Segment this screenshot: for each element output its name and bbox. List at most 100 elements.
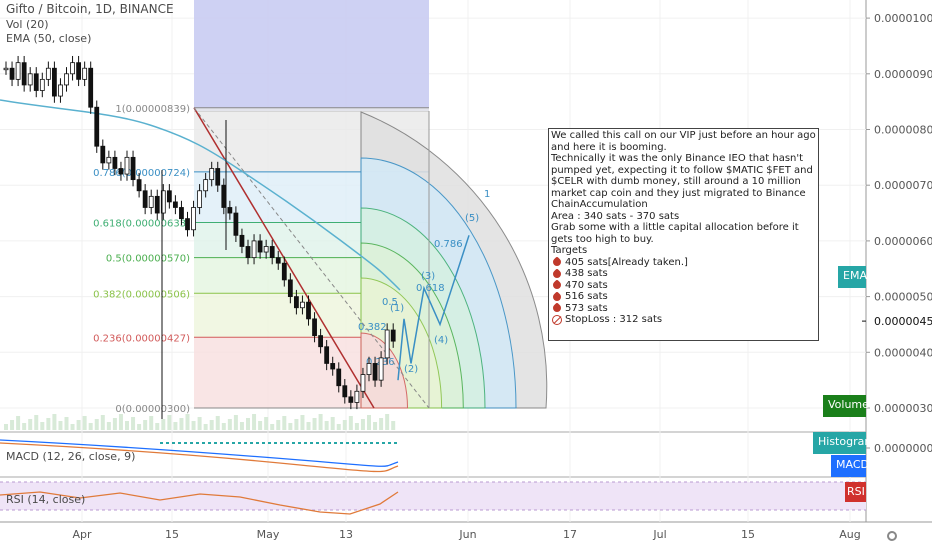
macd-histogram-bar <box>334 442 337 444</box>
price-tag <box>866 312 932 330</box>
candle <box>106 156 112 164</box>
candle <box>185 218 190 231</box>
volume-bar <box>336 424 341 430</box>
wave-label: (1) <box>390 303 404 314</box>
gear-icon <box>887 531 897 541</box>
candle <box>64 73 69 86</box>
rsi-band <box>0 482 866 510</box>
candle <box>227 207 233 214</box>
candle <box>378 357 384 381</box>
volume-bar <box>294 419 299 430</box>
macd-histogram-bar <box>292 442 295 444</box>
no-entry-icon <box>552 314 562 325</box>
macd-histogram-bar <box>286 442 289 444</box>
volume-bar <box>276 420 281 430</box>
ema-legend[interactable]: EMA (50, close) <box>6 32 92 45</box>
vol-legend[interactable]: Vol (20) <box>6 18 49 31</box>
candle <box>154 195 160 214</box>
macd-histogram-bar <box>310 442 313 444</box>
candle <box>142 190 148 208</box>
histogram-badge[interactable]: Histogram <box>813 432 875 454</box>
candle <box>330 363 336 370</box>
candle <box>348 396 354 403</box>
x-tick-label: Aug <box>839 528 860 541</box>
volume-bar <box>348 416 353 430</box>
volume-bar <box>300 415 305 430</box>
volume-bar <box>330 417 335 430</box>
candle <box>251 240 257 259</box>
wave-label: (3) <box>421 271 435 282</box>
date-range-highlight <box>194 0 429 111</box>
y-tick-label: 0.00000300 <box>874 402 932 415</box>
volume-bar <box>155 423 160 430</box>
candle <box>312 318 317 336</box>
ema-badge[interactable]: EMA <box>838 266 867 288</box>
candle <box>21 62 27 86</box>
volume-bar <box>197 417 202 430</box>
stoploss-item: StopLoss : 312 sats <box>551 314 816 326</box>
volume-bar <box>10 420 15 430</box>
volume-bar <box>100 415 105 430</box>
x-tick-label: 15 <box>741 528 755 541</box>
candle <box>148 195 154 208</box>
analysis-note[interactable]: We called this call on our VIP just befo… <box>548 128 819 341</box>
volume-bar <box>149 416 154 430</box>
macd-badge[interactable]: MACD <box>831 455 869 477</box>
volume-bar <box>88 423 93 430</box>
volume-bar <box>106 422 111 430</box>
volume-bar <box>167 415 172 430</box>
rsi-line <box>0 491 399 515</box>
macd-histogram-bar <box>256 442 259 444</box>
fib-label: 0.382(0.00000506) <box>93 289 190 300</box>
candle <box>160 190 166 214</box>
volume-bar <box>312 418 317 430</box>
volume-bar <box>373 422 378 430</box>
candle <box>384 329 390 359</box>
volume-bar <box>22 423 27 430</box>
candle <box>354 390 360 403</box>
volume-bar <box>270 424 275 430</box>
volume-bar <box>70 424 75 430</box>
volume-bar <box>112 418 117 430</box>
note-area: Area : 340 sats - 370 sats <box>551 210 680 222</box>
volume-bar <box>137 424 142 430</box>
macd-histogram-bar <box>352 442 355 444</box>
macd-histogram-bar <box>316 442 319 444</box>
volume-bar <box>46 418 51 430</box>
volume-bar <box>52 414 57 430</box>
candle <box>130 156 136 181</box>
candle <box>215 168 221 186</box>
target-item: 405 sats[Already taken.] <box>551 257 816 269</box>
volume-bar <box>209 420 214 430</box>
macd-legend[interactable]: MACD (12, 26, close, 9) <box>6 450 136 463</box>
volume-bar <box>118 414 123 430</box>
note-grab: Grab some with a little capital allocati… <box>551 222 799 245</box>
volume-bar <box>131 417 136 430</box>
candle <box>366 363 372 375</box>
volume-bar <box>306 422 311 430</box>
volume-bar <box>82 416 87 430</box>
candle <box>124 156 130 175</box>
candle <box>239 234 245 247</box>
rsi-badge[interactable]: RSI <box>845 482 866 502</box>
volume-bar <box>221 423 226 430</box>
macd-histogram-bar <box>160 442 163 444</box>
wave-label: (5) <box>465 213 479 224</box>
volume-bar <box>16 416 21 430</box>
volume-badge[interactable]: Volume <box>823 395 869 417</box>
volume-bar <box>379 418 384 430</box>
fib-label: 0.5(0.00000570) <box>106 254 190 265</box>
macd-histogram-bar <box>166 442 169 444</box>
macd-histogram-bar <box>322 442 325 444</box>
volume-bar <box>367 415 371 430</box>
fan-label: 0.618 <box>416 283 445 294</box>
fan-label: 0.5 <box>382 297 398 308</box>
candle <box>293 296 299 309</box>
candle <box>118 168 124 175</box>
macd-histogram-bar <box>394 442 397 444</box>
rsi-legend[interactable]: RSI (14, close) <box>6 493 86 506</box>
macd-histogram-bar <box>328 442 331 444</box>
